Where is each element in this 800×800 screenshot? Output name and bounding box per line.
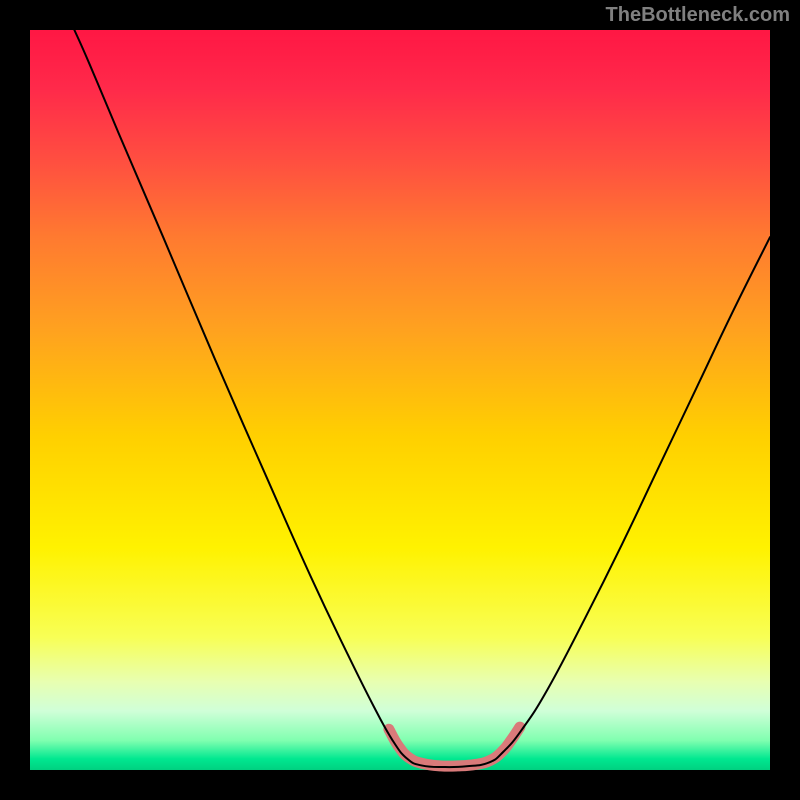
chart-container: TheBottleneck.com — [0, 0, 800, 800]
chart-plot-area — [30, 30, 770, 770]
bottleneck-chart — [0, 0, 800, 800]
watermark-text: TheBottleneck.com — [606, 4, 790, 27]
